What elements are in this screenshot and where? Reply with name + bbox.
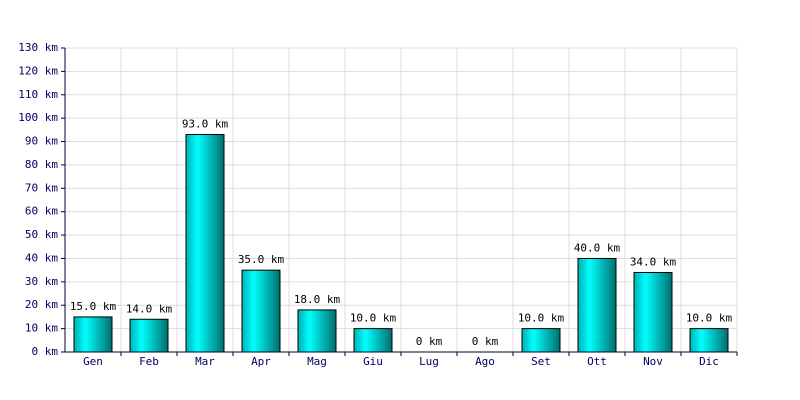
bar <box>241 269 281 353</box>
value-label: 10.0 km <box>350 312 397 325</box>
x-tick-label: Mag <box>307 355 327 368</box>
value-label: 10.0 km <box>518 312 565 325</box>
bar <box>129 318 169 353</box>
y-tick-label: 30 km <box>25 275 58 288</box>
value-label: 40.0 km <box>574 241 621 254</box>
x-tick-label: Dic <box>699 355 719 368</box>
y-tick-label: 100 km <box>18 111 58 124</box>
y-tick-label: 90 km <box>25 135 58 148</box>
bar <box>521 328 561 353</box>
y-tick-label: 50 km <box>25 228 58 241</box>
x-tick-label: Nov <box>643 355 663 368</box>
x-tick-label: Ago <box>475 355 495 368</box>
value-label: 0 km <box>416 335 443 348</box>
y-tick-label: 0 km <box>32 345 59 358</box>
bar <box>297 309 337 353</box>
y-tick-label: 60 km <box>25 205 58 218</box>
x-tick-label: Lug <box>419 355 439 368</box>
value-label: 18.0 km <box>294 293 341 306</box>
y-tick-label: 20 km <box>25 298 58 311</box>
y-tick-label: 10 km <box>25 322 58 335</box>
bar <box>73 316 113 353</box>
x-tick-label: Apr <box>251 355 271 368</box>
bar <box>353 328 393 353</box>
value-label: 15.0 km <box>70 300 117 313</box>
value-label: 35.0 km <box>238 253 285 266</box>
bar <box>633 271 673 353</box>
x-tick-label: Ott <box>587 355 607 368</box>
x-tick-label: Giu <box>363 355 383 368</box>
value-label: 14.0 km <box>126 302 173 315</box>
y-tick-label: 120 km <box>18 64 58 77</box>
value-label: 34.0 km <box>630 255 677 268</box>
value-label: 10.0 km <box>686 312 733 325</box>
vertical-grid <box>120 48 738 352</box>
bar <box>577 257 617 353</box>
x-tick-label: Feb <box>139 355 159 368</box>
value-label: 93.0 km <box>182 118 229 131</box>
x-tick-label: Mar <box>195 355 215 368</box>
bar <box>185 134 225 353</box>
y-tick-label: 70 km <box>25 181 58 194</box>
x-tick-label: Set <box>531 355 551 368</box>
y-tick-label: 130 km <box>18 41 58 54</box>
y-tick-label: 110 km <box>18 88 58 101</box>
bar <box>689 328 729 353</box>
x-tick-label: Gen <box>83 355 103 368</box>
y-tick-label: 40 km <box>25 251 58 264</box>
value-label: 0 km <box>472 335 499 348</box>
y-tick-label: 80 km <box>25 158 58 171</box>
